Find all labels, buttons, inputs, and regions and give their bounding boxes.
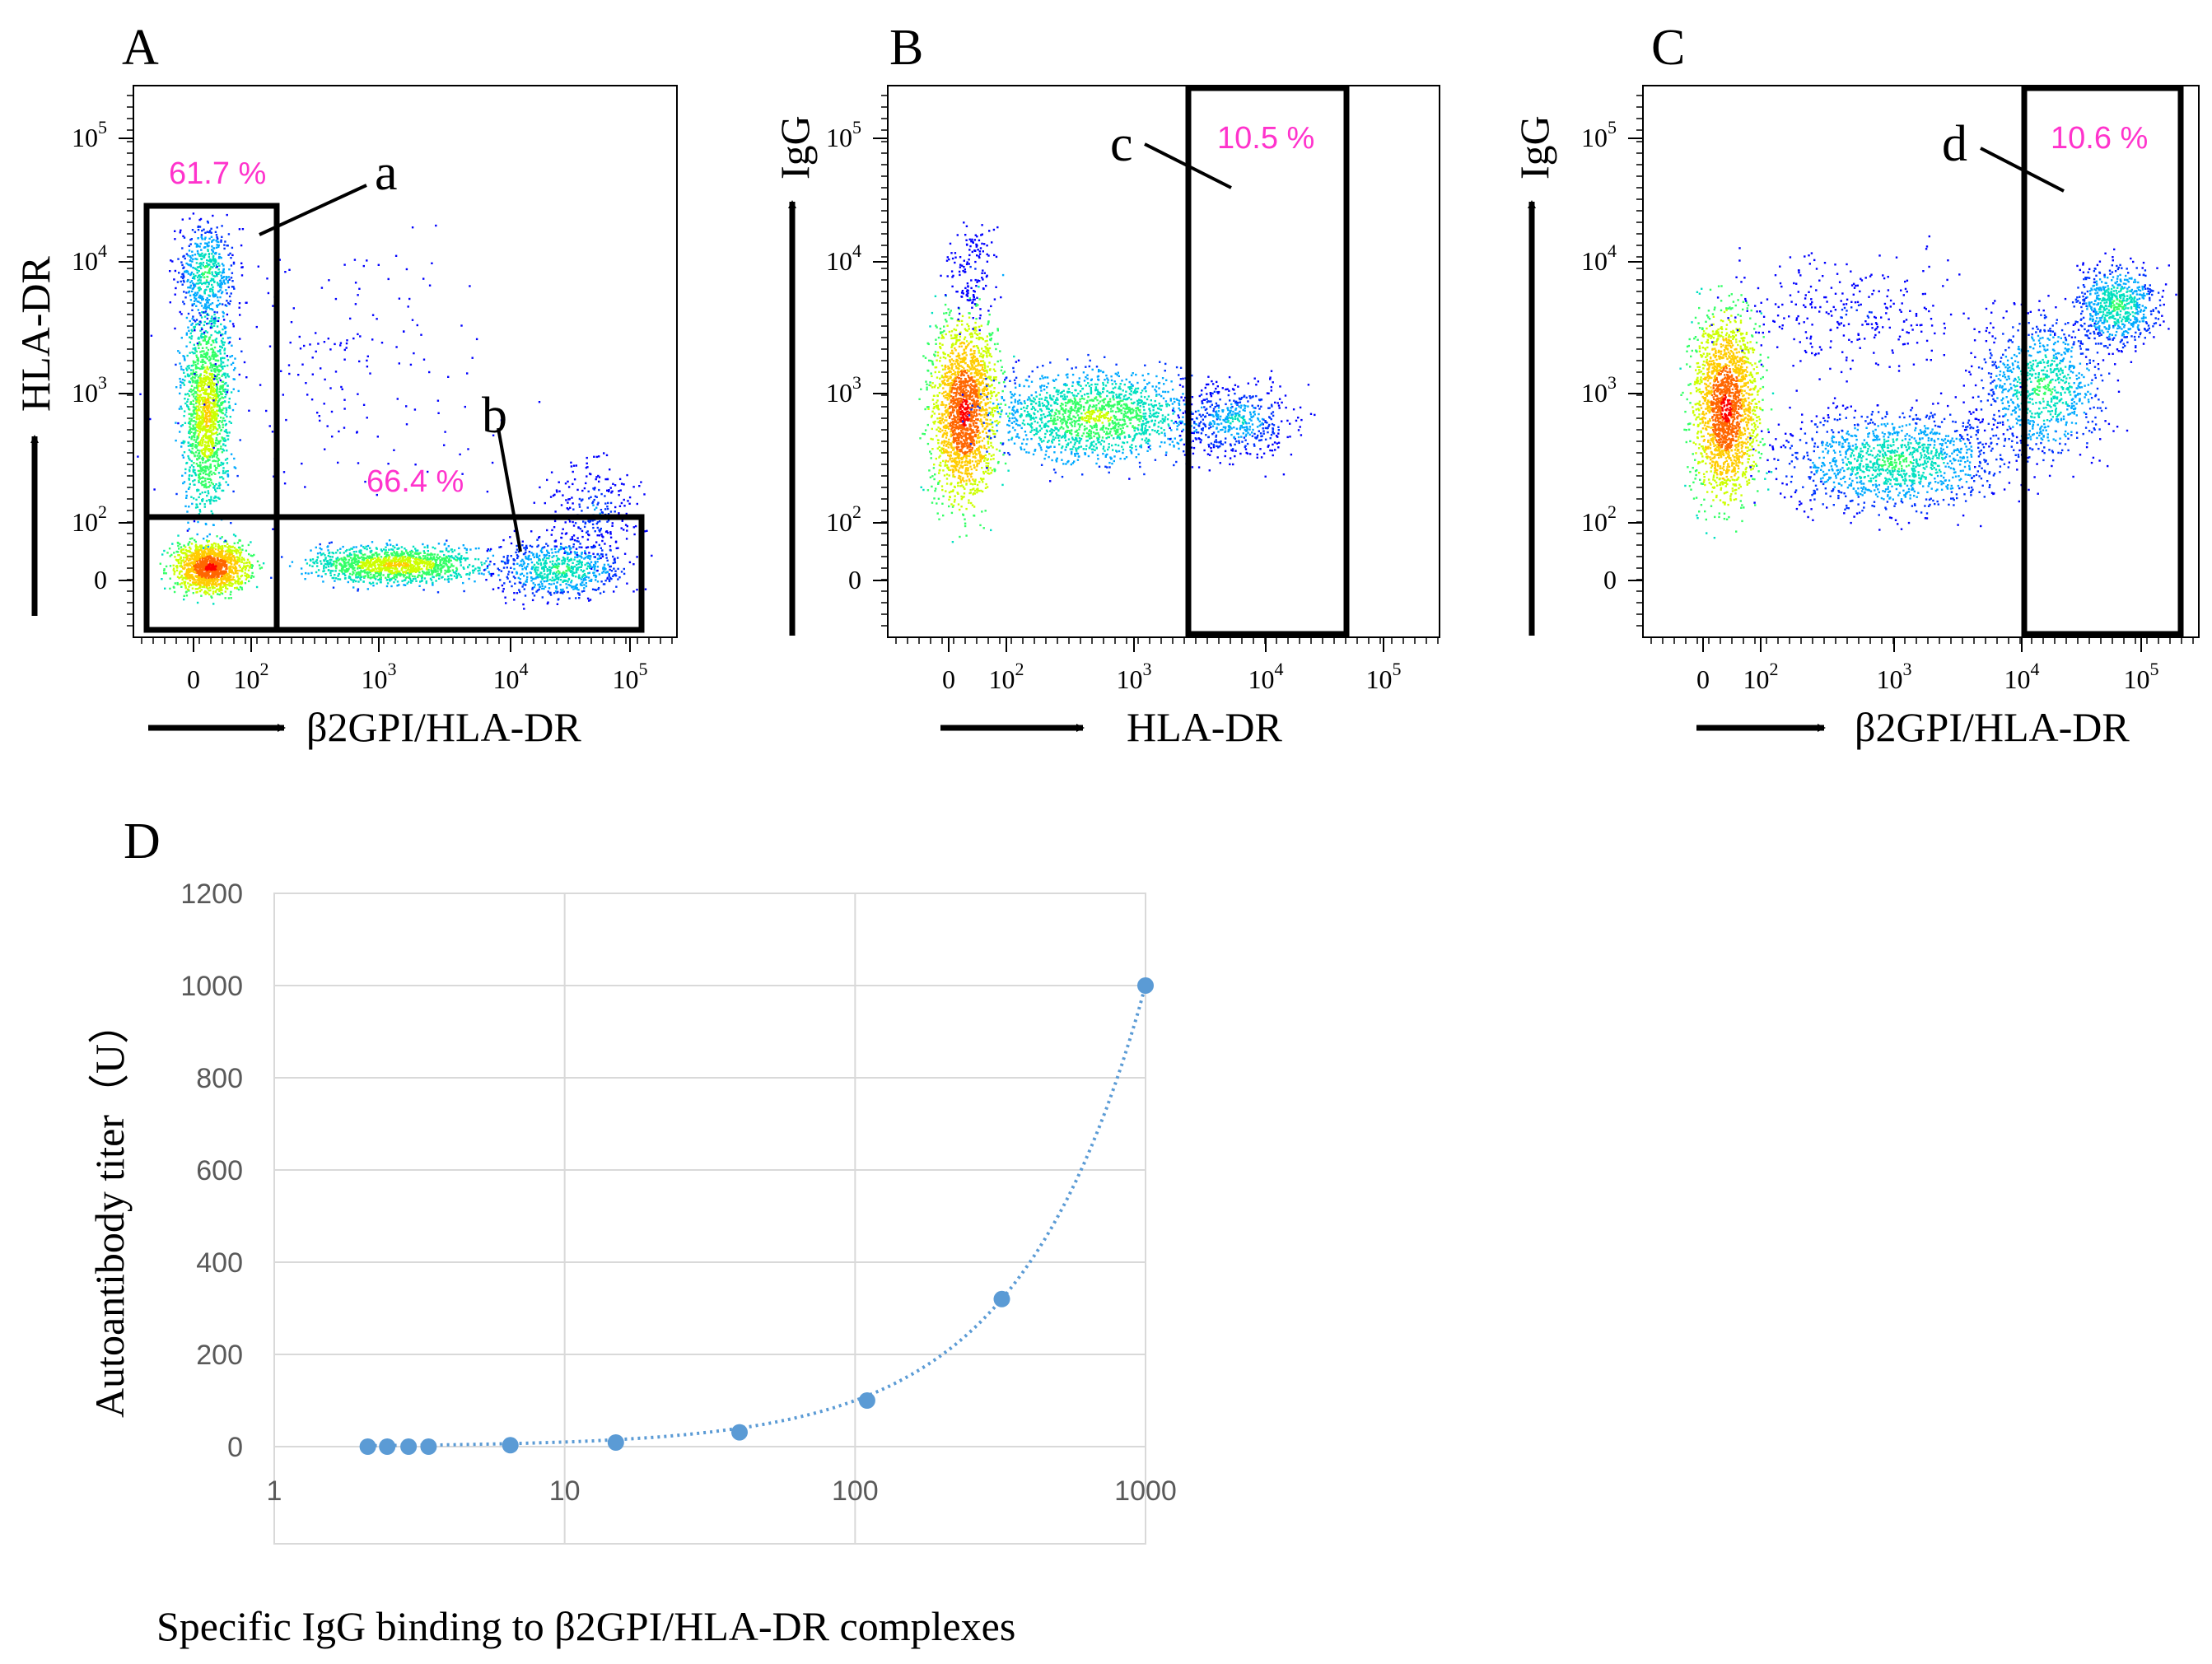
panel-c-y-label: IgG [1511,115,1557,179]
panel-c-frame [1642,85,2200,638]
y-tick-label: 105 [1581,117,1617,152]
x-tick-label: 10 [549,1475,581,1507]
panel-b-dots [918,221,1316,543]
data-point [420,1438,437,1455]
y-tick-label: 1000 [180,971,243,1002]
y-tick-label: 103 [826,372,861,408]
gate-c-percent: 10.5 % [1217,121,1314,156]
panel-a-letter: A [122,20,159,76]
y-tick-label: 800 [196,1063,243,1094]
trendline [367,985,1147,1447]
panel-d-letter: D [124,813,161,869]
gate-b-pointer [497,427,522,552]
data-point [1137,977,1154,994]
panel-b-letter: B [889,20,923,76]
panel-d: D 0 200 400 600 800 1000 1200 1 10 100 1000 Autoan… [86,813,1177,1649]
y-tick-label: 0 [94,565,107,594]
y-tick-label: 103 [72,372,107,408]
panel-c-letter: C [1651,20,1685,76]
panel-d-plot: 0 200 400 600 800 1000 1200 1 10 100 1000 [180,879,1177,1544]
panel-a-y-label: HLA-DR [12,255,58,412]
y-tick-label: 0 [1603,565,1617,594]
data-point [731,1424,748,1441]
y-tick-label: 104 [72,240,107,276]
y-tick-label: 102 [826,501,861,537]
y-tick-label: 104 [1581,240,1617,276]
x-tick-label: 104 [2004,659,2040,694]
y-tick-label: 103 [1581,372,1617,408]
x-tick-label: 103 [362,659,397,694]
y-tick-label: 105 [72,117,107,152]
panel-b-frame [887,85,1440,638]
x-tick-label: 100 [832,1475,879,1507]
x-tick-label: 105 [2124,659,2159,694]
gate-b-percent: 66.4 % [366,464,464,499]
panel-d-plot-area [273,893,1146,1545]
panel-c-axes: 0 102 103 104 105 0 102 103 104 105 [1581,95,2194,694]
y-tick-label: 105 [826,117,861,152]
gate-d-percent: 10.6 % [2051,121,2148,156]
y-tick-label: 1200 [180,879,243,910]
panel-b-y-label: IgG [772,115,818,179]
y-tick-label: 102 [72,501,107,537]
y-tick-label: 102 [1581,501,1617,537]
gate-d [2021,85,2184,637]
y-tick-label: 0 [848,565,861,594]
panel-d-y-label: Autoantibody titer（U） [86,1003,133,1418]
y-tick-label: 400 [196,1247,243,1279]
panel-a-dots [137,203,653,610]
panel-a: A a b 61.7 % 66.4 % 0 102 103 104 105 0 102 103… [12,20,678,750]
data-point [379,1438,396,1455]
panel-c: C d 10.6 % 0 102 103 104 105 0 102 103 104 105 Ig… [1511,20,2200,750]
gate-d-pointer [1980,147,2065,193]
x-tick-label: 102 [234,659,269,694]
data-point [607,1434,624,1451]
x-tick-label: 104 [493,659,529,694]
y-tick-label: 200 [196,1340,243,1371]
x-tick-label: 104 [1248,659,1284,694]
x-tick-label: 103 [1117,659,1152,694]
x-tick-label: 103 [1877,659,1912,694]
panel-a-axes: 0 102 103 104 105 0 102 103 104 105 [72,95,673,694]
gate-b [143,514,645,633]
panel-a-frame [133,85,678,638]
x-tick-label: 0 [187,664,200,694]
panel-b-x-label: HLA-DR [1127,704,1283,750]
panel-d-x-label: Specific IgG binding to β2GPI/HLA-DR com… [156,1603,1015,1649]
gate-d-label: d [1942,116,1967,172]
gate-a-percent: 61.7 % [169,156,266,191]
panel-a-x-label: β2GPI/HLA-DR [306,704,581,750]
x-tick-label: 1 [267,1475,282,1507]
panel-c-x-label: β2GPI/HLA-DR [1855,704,2130,750]
x-tick-label: 1000 [1114,1475,1177,1507]
x-tick-label: 102 [989,659,1024,694]
gate-a-pointer [259,184,367,236]
x-tick-label: 105 [1366,659,1402,694]
data-point [359,1438,376,1455]
data-point [502,1437,519,1454]
gate-c [1185,85,1350,637]
gate-a-label: a [375,145,398,201]
data-point [858,1392,875,1409]
y-tick-label: 600 [196,1155,243,1186]
data-point [400,1438,418,1455]
panel-c-dots [1679,235,2177,539]
panel-b: B c 10.5 % 0 102 103 104 105 0 102 103 104 105 Ig… [772,20,1440,750]
x-tick-label: 102 [1743,659,1779,694]
data-point [993,1290,1010,1307]
gate-c-label: c [1110,116,1133,172]
gate-c-pointer [1144,142,1232,189]
x-tick-label: 0 [942,664,955,694]
y-tick-label: 0 [227,1432,243,1463]
x-tick-label: 0 [1696,664,1710,694]
gate-b-label: b [482,388,507,444]
x-tick-label: 105 [613,659,648,694]
y-tick-label: 104 [826,240,861,276]
